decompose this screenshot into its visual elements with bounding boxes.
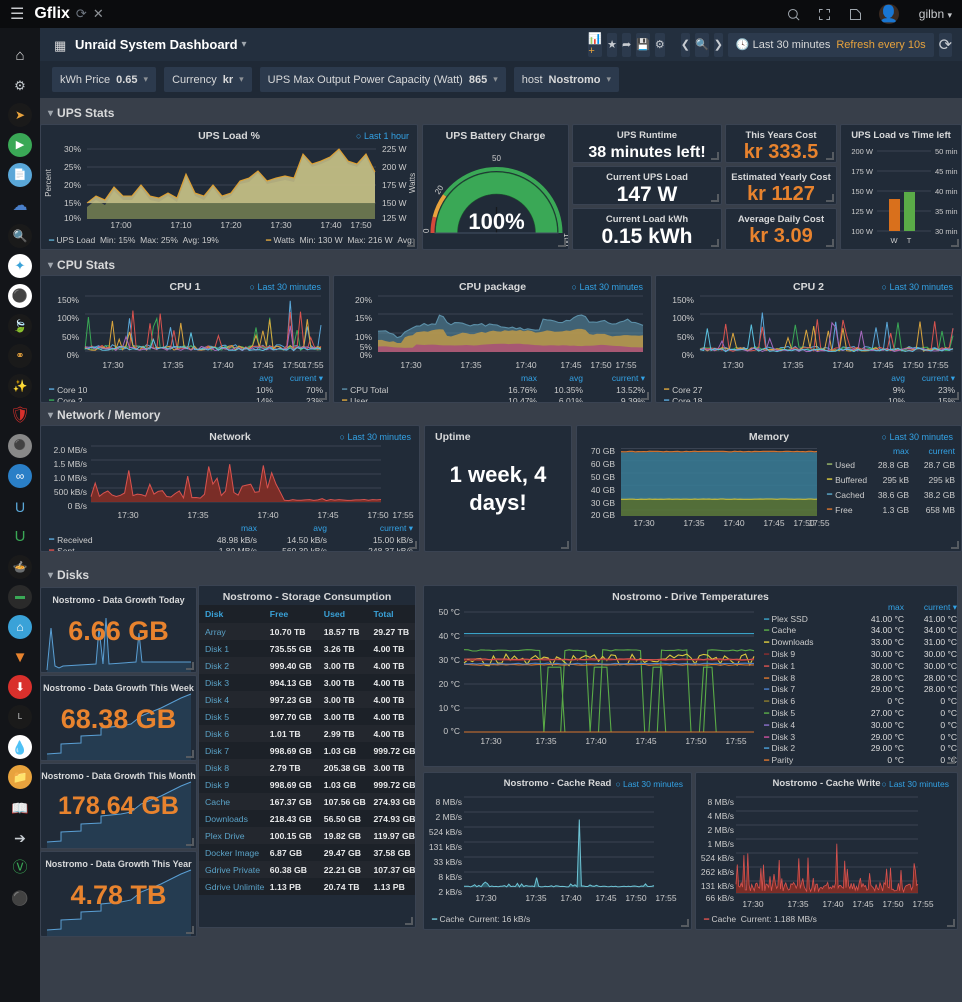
- svg-text:200 W: 200 W: [382, 162, 407, 172]
- svg-text:40 min: 40 min: [935, 187, 958, 196]
- svg-text:25%: 25%: [64, 162, 81, 172]
- svg-text:100 W: 100 W: [851, 227, 874, 236]
- svg-text:30%: 30%: [64, 144, 81, 154]
- svg-text:10%: 10%: [64, 213, 81, 223]
- svg-text:30 min: 30 min: [935, 227, 958, 236]
- svg-text:T: T: [907, 236, 912, 245]
- svg-text:200 W: 200 W: [851, 147, 874, 156]
- svg-text:125 W: 125 W: [382, 213, 407, 223]
- svg-text:50: 50: [492, 154, 501, 163]
- svg-text:17:00: 17:00: [110, 220, 132, 229]
- svg-text:125 W: 125 W: [851, 207, 874, 216]
- svg-text:175 W: 175 W: [382, 180, 407, 190]
- svg-text:17:10: 17:10: [170, 220, 192, 229]
- svg-text:Percent: Percent: [44, 168, 53, 196]
- svg-text:W: W: [890, 236, 898, 245]
- svg-text:Watts: Watts: [408, 173, 417, 193]
- svg-text:175 W: 175 W: [851, 167, 874, 176]
- svg-text:0: 0: [423, 228, 431, 233]
- svg-text:35 min: 35 min: [935, 207, 958, 216]
- svg-text:17:40: 17:40: [320, 220, 342, 229]
- svg-text:150 W: 150 W: [851, 187, 874, 196]
- svg-text:15%: 15%: [64, 198, 81, 208]
- svg-text:225 W: 225 W: [382, 144, 407, 154]
- svg-text:20%: 20%: [64, 180, 81, 190]
- svg-text:17:30: 17:30: [270, 220, 292, 229]
- svg-text:45 min: 45 min: [935, 167, 958, 176]
- svg-text:17:20: 17:20: [220, 220, 242, 229]
- svg-text:50 min: 50 min: [935, 147, 958, 156]
- svg-text:150 W: 150 W: [382, 198, 407, 208]
- svg-text:100%: 100%: [468, 209, 524, 234]
- svg-text:17:50: 17:50: [350, 220, 372, 229]
